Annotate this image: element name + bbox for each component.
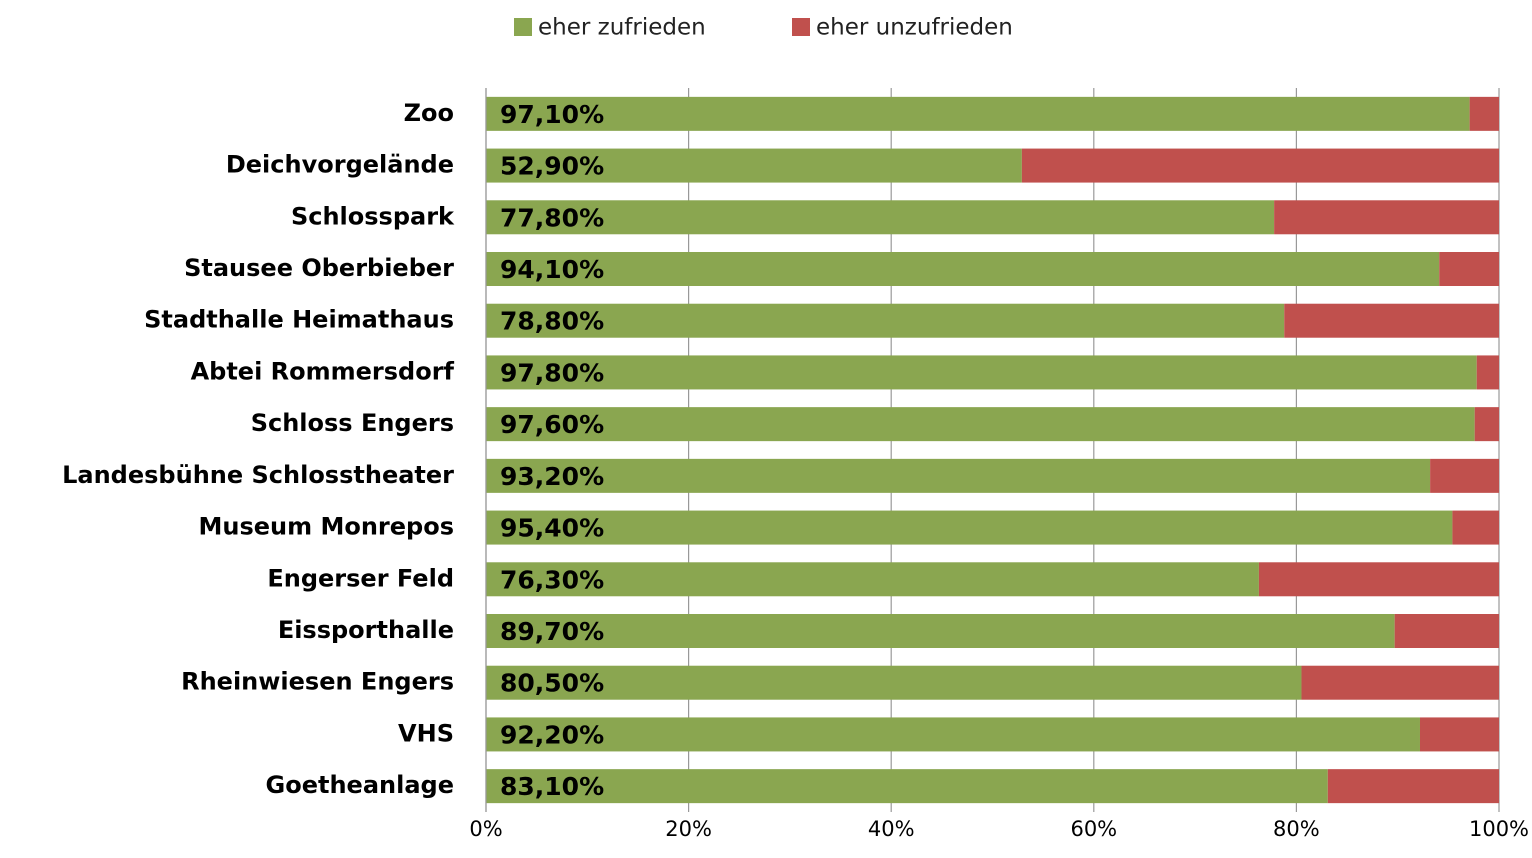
bar-segment (1301, 665, 1499, 700)
value-label: 76,30% (500, 565, 604, 594)
bar-segment (1258, 562, 1499, 597)
value-label: 52,90% (500, 152, 604, 181)
legend-swatch (514, 18, 532, 36)
bar-segment (1474, 407, 1499, 442)
bar-segment (1327, 769, 1499, 804)
bar-segment (486, 665, 1302, 700)
bar-segment (1419, 717, 1499, 752)
x-tick-label: 100% (1469, 817, 1529, 841)
bar-segment (486, 562, 1259, 597)
legend-label: eher zufrieden (538, 15, 706, 41)
bar-segment (486, 252, 1440, 286)
category-label: Abtei Rommersdorf (191, 357, 455, 385)
bar-segment (1439, 252, 1499, 286)
value-label: 78,80% (500, 307, 604, 336)
category-label: Zoo (404, 99, 454, 127)
bar-segment (486, 458, 1431, 493)
category-label: Schlosspark (291, 202, 455, 230)
bar-segment (1430, 458, 1499, 493)
bar-segment (486, 407, 1475, 442)
bar-segment (1274, 200, 1499, 235)
bar-segment (1469, 96, 1499, 131)
bar-segment (486, 717, 1420, 752)
x-tick-label: 60% (1070, 817, 1117, 841)
value-label: 92,20% (500, 720, 604, 749)
legend-label: eher unzufrieden (816, 15, 1013, 41)
category-label: Schloss Engers (251, 409, 454, 437)
bar-segment (486, 303, 1285, 338)
bar-segment (1284, 303, 1499, 338)
value-label: 93,20% (500, 462, 604, 491)
category-label: Museum Monrepos (198, 513, 454, 541)
category-label: Goetheanlage (266, 771, 454, 799)
category-label: Eissporthalle (278, 616, 454, 644)
bar-segment (486, 355, 1477, 390)
bar-segment (486, 96, 1470, 131)
value-label: 83,10% (500, 772, 604, 801)
bar-segment (1476, 355, 1499, 390)
legend-swatch (792, 18, 810, 36)
category-label: Landesbühne Schlosstheater (62, 461, 454, 489)
value-label: 94,10% (500, 255, 604, 284)
value-label: 97,80% (500, 358, 604, 387)
bar-segment (1021, 148, 1499, 183)
category-label: Stadthalle Heimathaus (144, 306, 454, 334)
bar-segment (486, 200, 1275, 235)
x-tick-label: 0% (469, 817, 502, 841)
category-label: Deichvorgelände (226, 151, 454, 179)
value-label: 95,40% (500, 514, 604, 543)
category-label: Rheinwiesen Engers (181, 668, 454, 696)
x-tick-label: 20% (665, 817, 712, 841)
x-tick-label: 80% (1273, 817, 1320, 841)
value-label: 80,50% (500, 669, 604, 698)
value-label: 97,10% (500, 100, 604, 129)
value-label: 77,80% (500, 203, 604, 232)
bar-segment (1452, 510, 1499, 545)
category-label: Engerser Feld (267, 564, 454, 592)
category-label: Stausee Oberbieber (184, 254, 454, 282)
value-label: 89,70% (500, 617, 604, 646)
bar-segment (486, 614, 1395, 648)
bar-segment (486, 510, 1453, 545)
bar-segment (486, 148, 1022, 183)
bar-segment (486, 769, 1328, 804)
bar-segment (1394, 614, 1499, 648)
x-tick-label: 40% (868, 817, 915, 841)
value-label: 97,60% (500, 410, 604, 439)
category-label: VHS (398, 719, 454, 747)
